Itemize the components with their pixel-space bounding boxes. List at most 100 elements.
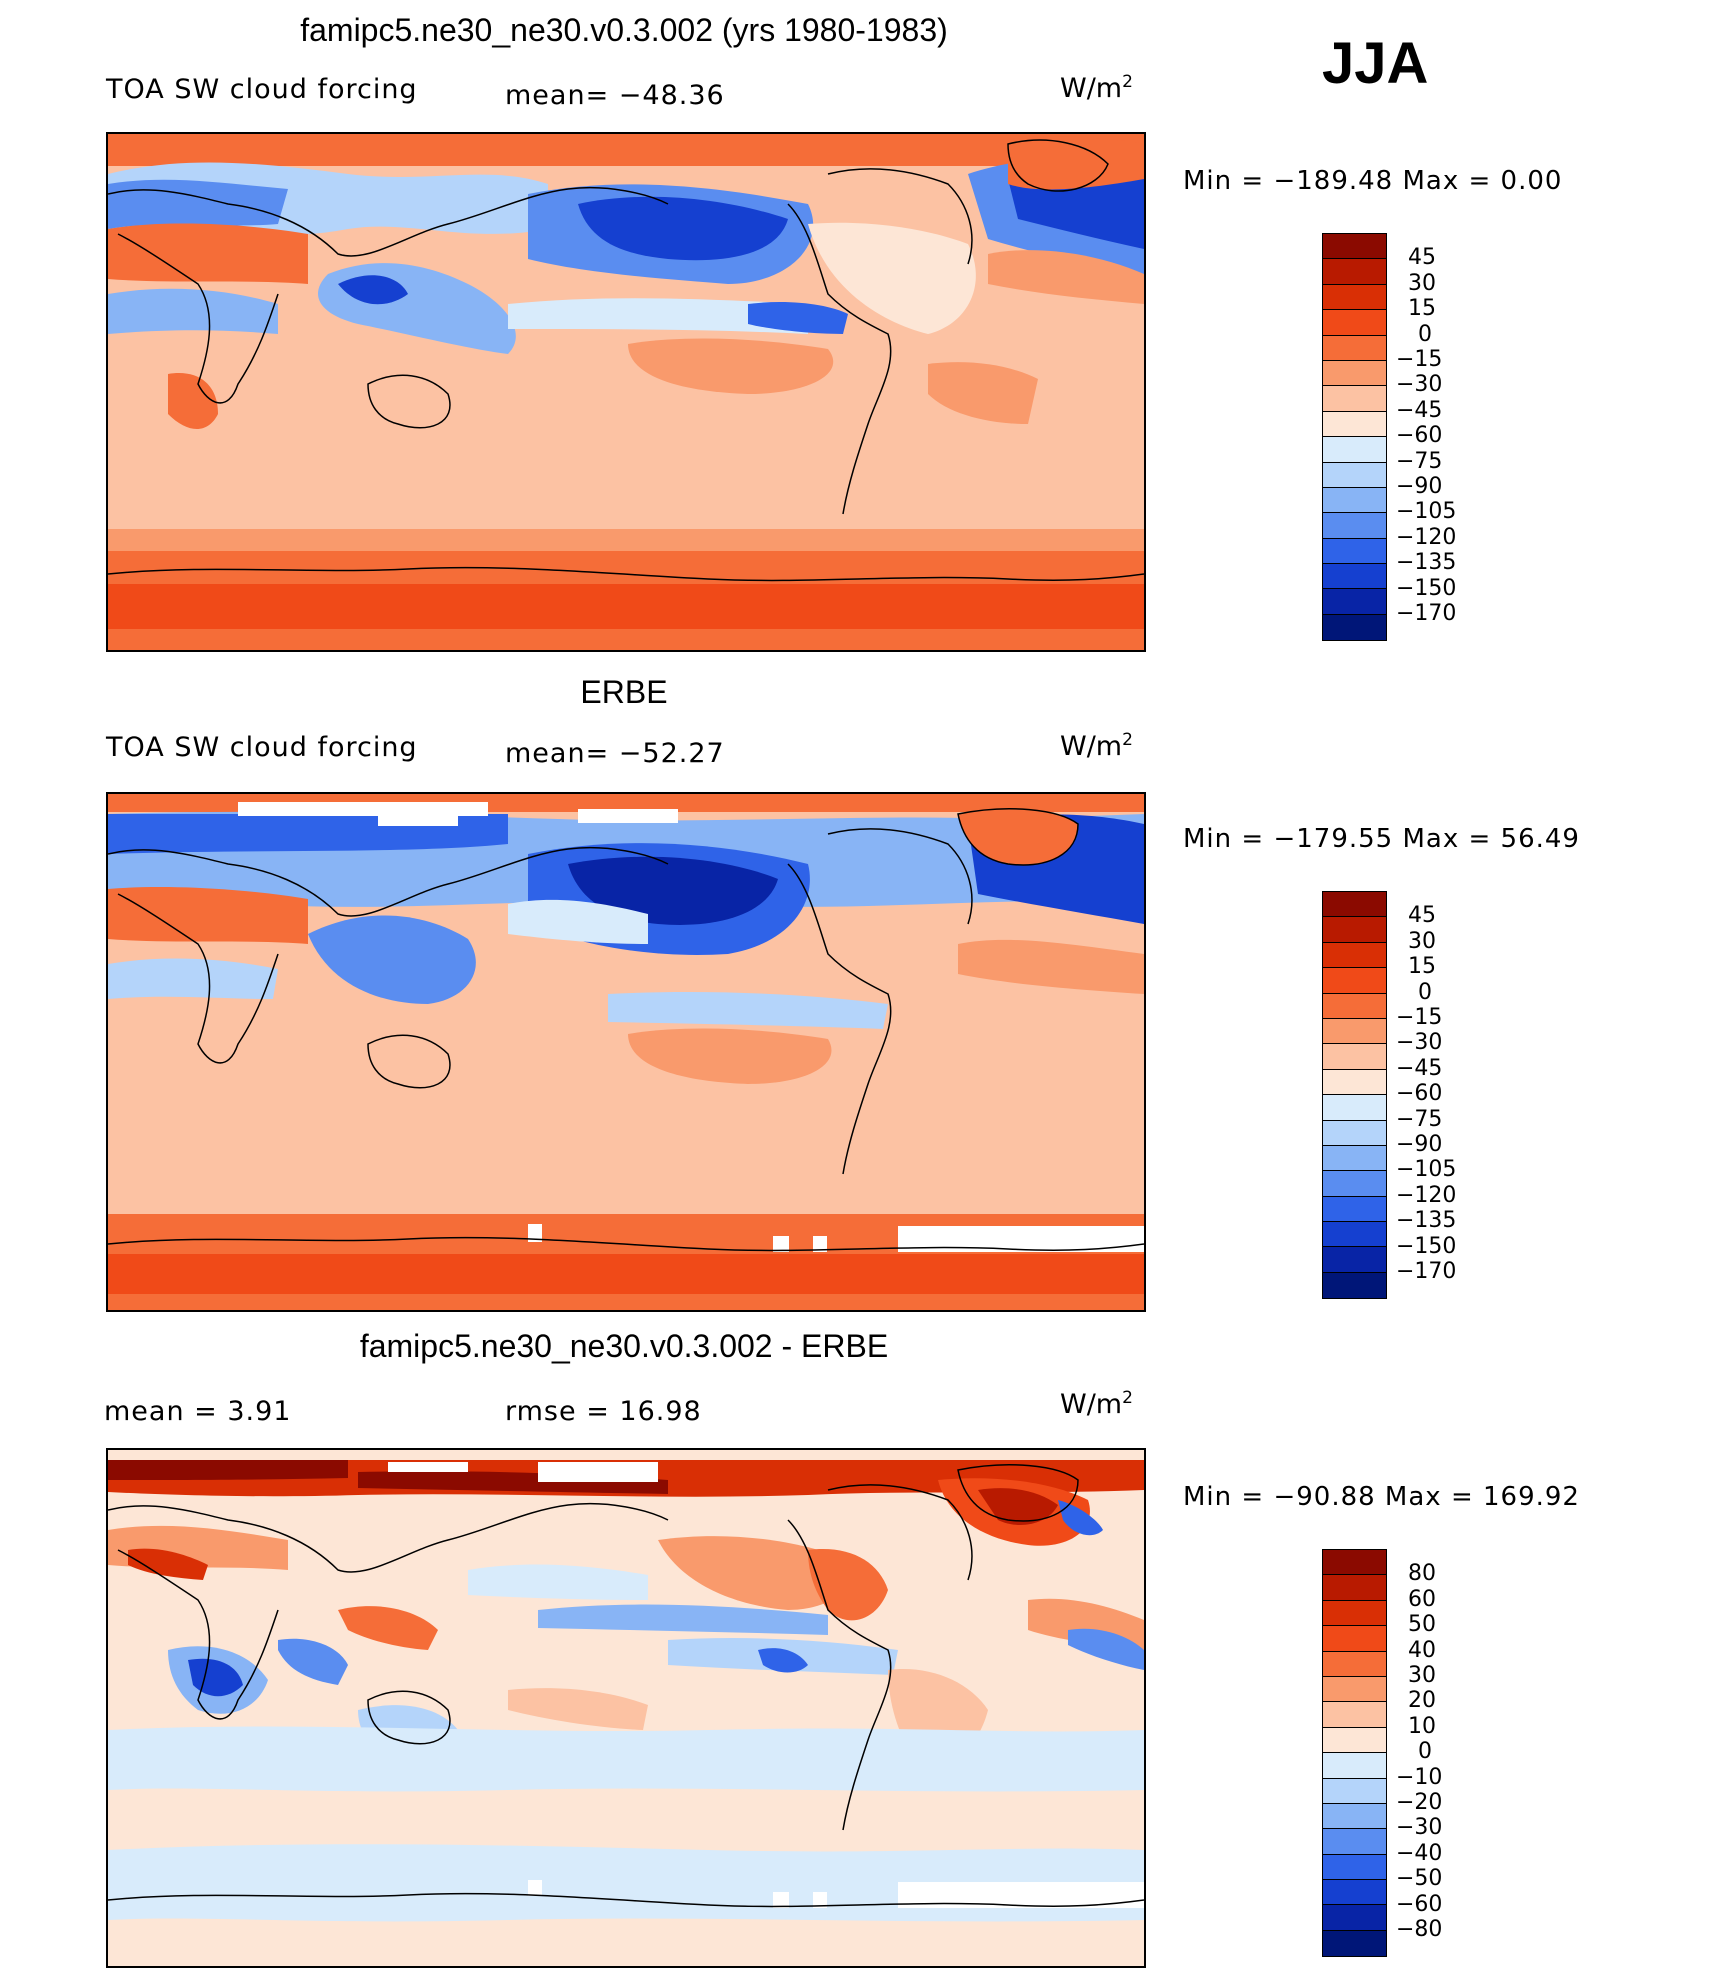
colorbar-swatch xyxy=(1323,1575,1386,1601)
colorbar-tick-label: −60 xyxy=(1396,423,1443,449)
colorbar-swatch xyxy=(1323,942,1386,969)
panel-2-mean-label: mean= −52.27 xyxy=(505,738,725,769)
colorbar-tick-label: −40 xyxy=(1396,1840,1443,1866)
colorbar-tick-label: −150 xyxy=(1396,575,1457,601)
colorbar-swatch xyxy=(1323,968,1386,994)
panel-2-units: W/m2 xyxy=(1060,730,1133,762)
colorbar-tick-label: −135 xyxy=(1396,550,1457,576)
colorbar-swatch xyxy=(1323,1044,1386,1070)
colorbar-tick-label: −170 xyxy=(1396,601,1457,626)
panel-1-map xyxy=(106,132,1146,652)
colorbar-tick-label: 60 xyxy=(1408,1586,1436,1612)
panel-3-colorbar xyxy=(1322,1549,1387,1958)
colorbar-tick-label: 45 xyxy=(1408,903,1436,929)
colorbar-tick-label: −120 xyxy=(1396,1182,1457,1208)
colorbar-tick-label: −90 xyxy=(1396,1132,1443,1157)
panel-3-title: famipc5.ne30_ne30.v0.3.002 - ERBE xyxy=(359,1328,889,1364)
colorbar-swatch xyxy=(1323,462,1386,488)
panel-3-rmse-label: rmse = 16.98 xyxy=(505,1396,702,1427)
panel-3-map xyxy=(106,1448,1146,1968)
panel-2-title: ERBE xyxy=(580,674,668,710)
colorbar-tick-label: −45 xyxy=(1396,397,1443,423)
colorbar-tick-label: 45 xyxy=(1408,245,1436,271)
panel-2-minmax: Min = −179.55 Max = 56.49 xyxy=(1183,824,1580,854)
colorbar-tick-label: −80 xyxy=(1396,1917,1443,1942)
colorbar-swatch xyxy=(1323,1676,1386,1703)
colorbar-swatch xyxy=(1323,386,1386,412)
colorbar-swatch xyxy=(1323,1069,1386,1096)
panel-1-title: famipc5.ne30_ne30.v0.3.002 (yrs 1980-198… xyxy=(300,12,948,48)
panel-3-units: W/m2 xyxy=(1060,1388,1133,1420)
colorbar-tick-label: −135 xyxy=(1396,1208,1457,1234)
colorbar-tick-label: 15 xyxy=(1408,296,1436,322)
colorbar-swatch xyxy=(1323,335,1386,361)
colorbar-swatch xyxy=(1323,1196,1386,1223)
colorbar-swatch xyxy=(1323,614,1386,641)
colorbar-tick-label: 15 xyxy=(1408,954,1436,980)
colorbar-tick-label: −170 xyxy=(1396,1259,1457,1284)
colorbar-swatch xyxy=(1323,1550,1386,1576)
colorbar-swatch xyxy=(1323,564,1386,590)
colorbar-swatch xyxy=(1323,284,1386,311)
colorbar-tick-label: 0 xyxy=(1418,1739,1432,1765)
season-label: JJA xyxy=(1322,31,1429,96)
panel-1-units: W/m2 xyxy=(1060,72,1133,104)
colorbar-swatch xyxy=(1323,1829,1386,1855)
colorbar-tick-label: 40 xyxy=(1408,1637,1436,1663)
colorbar-swatch xyxy=(1323,437,1386,463)
colorbar-tick-label: −75 xyxy=(1396,448,1443,474)
colorbar-tick-label: −90 xyxy=(1396,474,1443,499)
panel-1-minmax: Min = −189.48 Max = 0.00 xyxy=(1183,166,1563,196)
panel-1-variable-label: TOA SW cloud forcing xyxy=(106,74,418,105)
panel-3-mean-label: mean = 3.91 xyxy=(104,1396,292,1427)
colorbar-tick-label: −30 xyxy=(1396,1815,1443,1841)
colorbar-swatch xyxy=(1323,1626,1386,1652)
colorbar-swatch xyxy=(1323,1272,1386,1299)
colorbar-tick-label: 30 xyxy=(1408,928,1436,954)
colorbar-swatch xyxy=(1323,993,1386,1019)
colorbar-swatch xyxy=(1323,360,1386,387)
colorbar-tick-label: 0 xyxy=(1418,979,1432,1005)
colorbar-tick-label: −15 xyxy=(1396,347,1443,372)
colorbar-swatch xyxy=(1323,1880,1386,1906)
colorbar-tick-label: −20 xyxy=(1396,1790,1443,1815)
colorbar-swatch xyxy=(1323,917,1386,943)
colorbar-tick-label: 80 xyxy=(1408,1561,1436,1587)
colorbar-swatch xyxy=(1323,1095,1386,1121)
colorbar-tick-label: −30 xyxy=(1396,1030,1443,1056)
colorbar-swatch xyxy=(1323,1854,1386,1881)
panel-2-colorbar xyxy=(1322,891,1387,1300)
colorbar-tick-label: −105 xyxy=(1396,499,1457,525)
colorbar-tick-label: −30 xyxy=(1396,372,1443,398)
colorbar-tick-label: −50 xyxy=(1396,1866,1443,1892)
colorbar-swatch xyxy=(1323,1905,1386,1931)
colorbar-tick-label: −75 xyxy=(1396,1106,1443,1132)
colorbar-tick-label: −150 xyxy=(1396,1233,1457,1259)
colorbar-tick-label: −45 xyxy=(1396,1055,1443,1081)
colorbar-swatch xyxy=(1323,259,1386,285)
colorbar-swatch xyxy=(1323,513,1386,539)
colorbar-swatch xyxy=(1323,1778,1386,1804)
colorbar-tick-label: −60 xyxy=(1396,1891,1443,1917)
panel-3-minmax: Min = −90.88 Max = 169.92 xyxy=(1183,1482,1580,1512)
colorbar-swatch xyxy=(1323,234,1386,260)
colorbar-tick-label: 30 xyxy=(1408,270,1436,296)
colorbar-tick-label: −105 xyxy=(1396,1157,1457,1183)
colorbar-tick-label: −120 xyxy=(1396,524,1457,550)
colorbar-tick-label: 0 xyxy=(1418,321,1432,347)
colorbar-tick-label: −10 xyxy=(1396,1764,1443,1790)
colorbar-swatch xyxy=(1323,1247,1386,1273)
colorbar-tick-label: 10 xyxy=(1408,1713,1436,1739)
colorbar-swatch xyxy=(1323,538,1386,565)
colorbar-swatch xyxy=(1323,1018,1386,1045)
colorbar-tick-label: 20 xyxy=(1408,1688,1436,1714)
colorbar-swatch xyxy=(1323,1753,1386,1779)
colorbar-swatch xyxy=(1323,1803,1386,1830)
colorbar-swatch xyxy=(1323,1702,1386,1728)
panel-2-variable-label: TOA SW cloud forcing xyxy=(106,732,418,763)
colorbar-tick-label: −60 xyxy=(1396,1081,1443,1107)
colorbar-swatch xyxy=(1323,1651,1386,1677)
colorbar-swatch xyxy=(1323,1600,1386,1627)
colorbar-swatch xyxy=(1323,411,1386,438)
colorbar-tick-label: −15 xyxy=(1396,1005,1443,1030)
